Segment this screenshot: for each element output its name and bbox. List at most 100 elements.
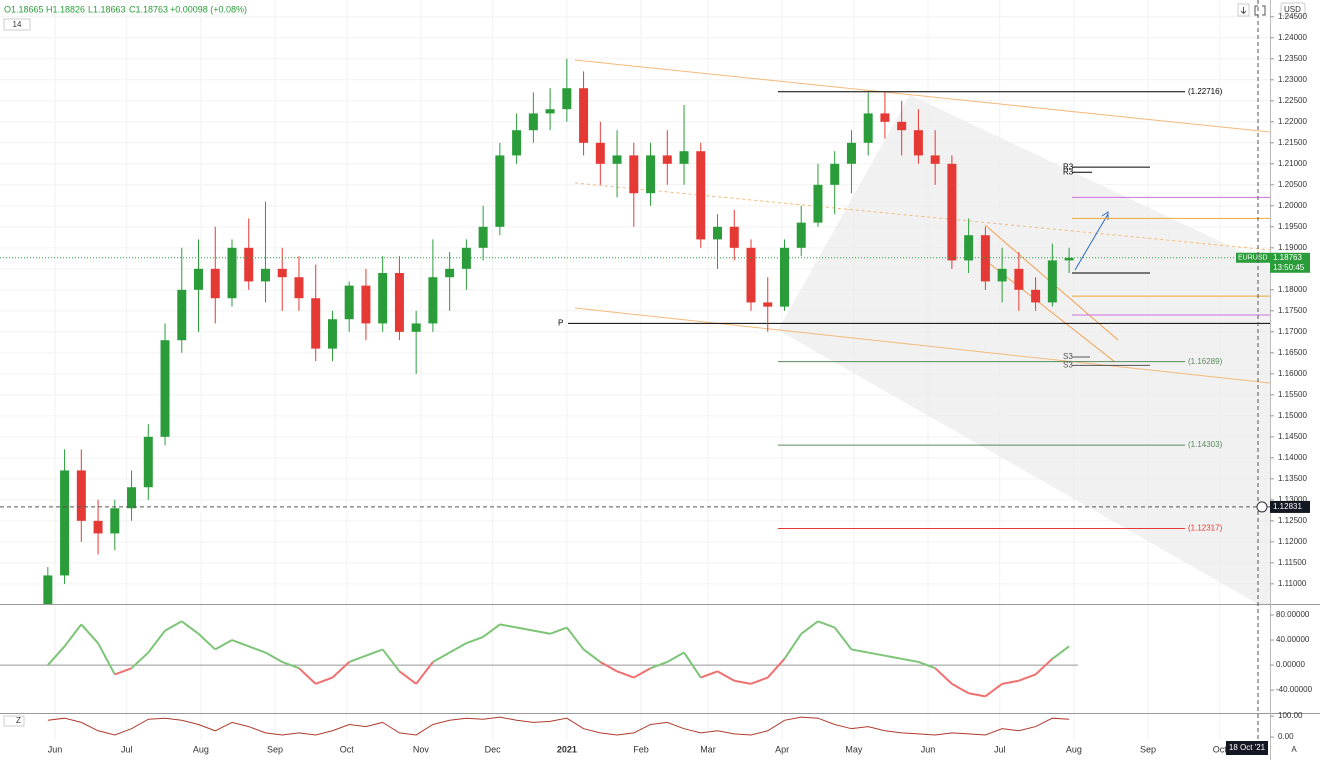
ohlc-open: O1.18665: [4, 4, 44, 14]
candle-body: [897, 121, 907, 131]
trend-line: [574, 182, 1271, 251]
oscillator-segment: [97, 642, 116, 675]
trend-line: [984, 259, 1116, 363]
oscillator-segment: [80, 623, 99, 644]
currency-button[interactable]: [1280, 2, 1306, 17]
candle-body: [93, 520, 103, 534]
x-tick-label: Sep: [267, 744, 283, 754]
candle-body: [713, 226, 723, 240]
candle-body: [1047, 260, 1057, 303]
y-tick-label: 40.00000: [1276, 635, 1310, 644]
candle-body: [763, 302, 773, 307]
price-value: 1.18763: [1273, 253, 1302, 262]
interval-box[interactable]: [3, 18, 31, 31]
oscillator-segment: [47, 645, 66, 666]
bracket-icon[interactable]: [1254, 5, 1266, 16]
candle-body: [880, 113, 890, 122]
candle-body: [964, 235, 974, 261]
projection-arrow: [1074, 213, 1109, 271]
oscillator-segment: [750, 676, 769, 685]
date-box: [1226, 741, 1268, 755]
y-tick-label: 1.11500: [1278, 558, 1307, 567]
candle-body: [930, 155, 940, 164]
y-tick-label: 1.11000: [1278, 579, 1307, 588]
level-label: P: [558, 319, 563, 328]
y-tick-label: 1.21000: [1278, 159, 1307, 168]
y-tick-label: 1.12500: [1278, 516, 1307, 525]
x-tick-label: Aug: [193, 744, 209, 754]
y-tick-label: 1.21500: [1278, 138, 1307, 147]
y-tick-label: 0.00000: [1276, 660, 1305, 669]
oscillator-segment: [734, 679, 752, 685]
ohlc-change: +0.00098 (+0.08%): [170, 4, 247, 14]
candle-body: [177, 289, 187, 341]
oscillator-segment: [130, 651, 149, 669]
x-tick-label: Oct: [340, 744, 355, 754]
candle-body: [210, 268, 220, 299]
oscillator-segment: [566, 626, 585, 651]
x-tick-label: 2021: [557, 744, 577, 754]
oscillator-segment: [533, 629, 551, 635]
y-tick-label: 1.13500: [1278, 474, 1307, 483]
oscillator-segment: [918, 661, 936, 670]
candle-body: [662, 155, 672, 164]
candle-body: [579, 88, 589, 143]
oscillator-segment: [833, 626, 853, 651]
oscillator-segment: [248, 645, 266, 654]
oscillator-segment: [934, 667, 953, 685]
x-tick-label: May: [845, 744, 863, 754]
oscillator-segment: [181, 620, 200, 635]
x-tick-label: Nov: [413, 744, 430, 754]
oscillator-segment: [315, 676, 333, 685]
oscillator-segment: [331, 661, 350, 679]
x-tick-label: Jun: [921, 744, 936, 754]
oscillator-segment: [164, 620, 183, 632]
crosshair-box: [1270, 500, 1310, 513]
oscillator-segment: [951, 682, 970, 695]
candle-body: [411, 323, 421, 332]
ohlc-high: H1.18826: [46, 4, 85, 14]
candle-body: [495, 155, 505, 227]
candle-body: [311, 298, 321, 349]
oscillator-segment: [968, 692, 986, 698]
candle-body: [461, 247, 471, 269]
y-tick-label: 1.19500: [1278, 222, 1307, 231]
countdown: 13:50:45: [1273, 263, 1305, 272]
oscillator-segment: [415, 661, 434, 685]
indicator-box[interactable]: [3, 715, 25, 727]
oscillator-segment: [281, 661, 300, 670]
candle-body: [612, 155, 622, 164]
y-tick-label: 1.20500: [1278, 180, 1307, 189]
oscillator-segment: [851, 648, 869, 654]
candle-body: [796, 222, 806, 248]
price-box: [1236, 252, 1270, 263]
crosshair-price: 1.12831: [1273, 502, 1302, 511]
candle-body: [1064, 257, 1074, 261]
y-tick-label: 1.22000: [1278, 117, 1307, 126]
y-tick-label: -40.00000: [1276, 685, 1313, 694]
candle-body: [344, 285, 354, 320]
oscillator-segment: [817, 620, 836, 629]
oscillator-segment: [516, 626, 534, 632]
oscillator-segment: [766, 658, 786, 679]
oscillator-segment: [650, 661, 668, 670]
candle-body: [1014, 268, 1024, 290]
level-label: (1.14303): [1188, 440, 1223, 449]
candle-body: [143, 436, 153, 488]
level-label: (1.12317): [1188, 524, 1223, 533]
down-icon: [1240, 7, 1247, 15]
oscillator-segment: [549, 626, 568, 635]
candle-body: [127, 487, 137, 509]
auto-scale[interactable]: A: [1291, 745, 1297, 754]
crosshair-plus: [1256, 501, 1268, 513]
oscillator-segment: [984, 683, 1003, 698]
candle-body: [244, 247, 254, 282]
crosshair-date: 18 Oct '21: [1229, 743, 1266, 752]
oscillator-segment: [633, 667, 652, 679]
candle-body: [260, 268, 270, 282]
y-tick-label: 1.24000: [1278, 33, 1307, 42]
candle-body: [394, 273, 404, 332]
candle-body: [227, 247, 237, 299]
